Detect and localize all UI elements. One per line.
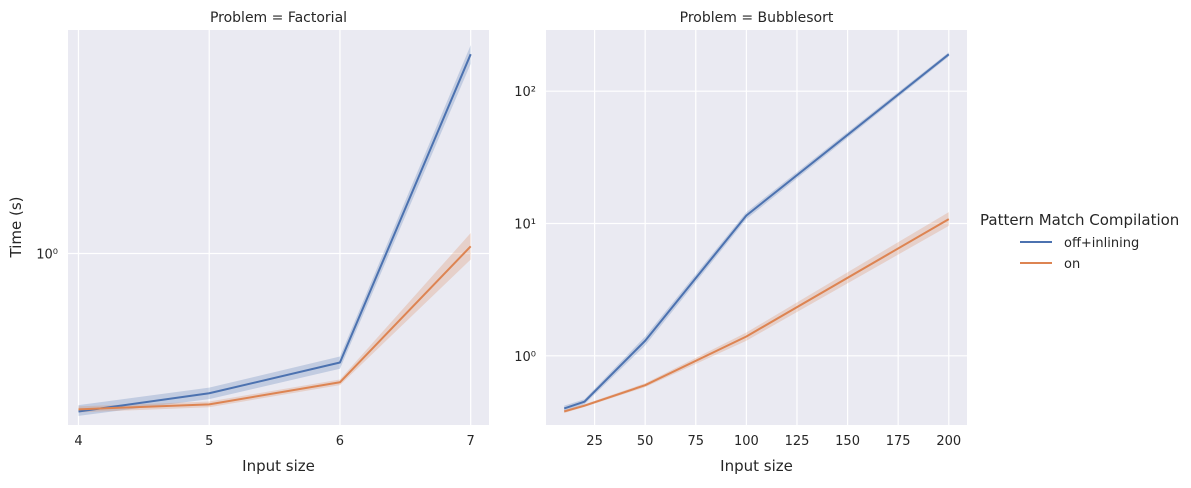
x-tick-label: 175	[886, 434, 911, 449]
legend-label-off-inlining: off+inlining	[1064, 236, 1139, 251]
x-tick-label: 200	[936, 434, 961, 449]
x-axis-label: Input size	[242, 457, 315, 475]
plot-background	[68, 30, 489, 425]
y-tick-label: 10⁰	[514, 350, 536, 365]
x-tick-labels: 4 5 6 7	[74, 434, 475, 449]
x-tick-label: 75	[688, 434, 705, 449]
x-tick-label: 6	[336, 434, 344, 449]
x-axis-label: Input size	[720, 457, 793, 475]
y-tick-label: 10⁰	[36, 247, 58, 262]
x-tick-label: 7	[467, 434, 475, 449]
y-tick-labels: 10⁰	[36, 247, 58, 262]
legend: Pattern Match Compilation off+inlining o…	[980, 211, 1179, 272]
x-tick-label: 150	[835, 434, 860, 449]
y-tick-label: 10¹	[514, 217, 536, 232]
panel-title: Problem = Factorial	[210, 10, 347, 26]
x-tick-label: 25	[586, 434, 603, 449]
x-tick-label: 50	[637, 434, 654, 449]
x-tick-labels: 25 50 75 100 125 150 175 200	[586, 434, 961, 449]
panel-title: Problem = Bubblesort	[680, 10, 834, 26]
y-tick-label: 10²	[514, 85, 536, 100]
panel-bubblesort: 25 50 75 100 125 150 175 200 10⁰ 10¹ 10² Problem …	[514, 10, 967, 475]
x-tick-label: 5	[205, 434, 213, 449]
y-tick-labels: 10⁰ 10¹ 10²	[514, 85, 536, 365]
y-axis-label: Time (s)	[7, 197, 25, 259]
legend-title: Pattern Match Compilation	[980, 211, 1179, 229]
x-tick-label: 125	[785, 434, 810, 449]
x-tick-label: 4	[74, 434, 82, 449]
x-tick-label: 100	[734, 434, 759, 449]
legend-label-on: on	[1064, 257, 1080, 272]
